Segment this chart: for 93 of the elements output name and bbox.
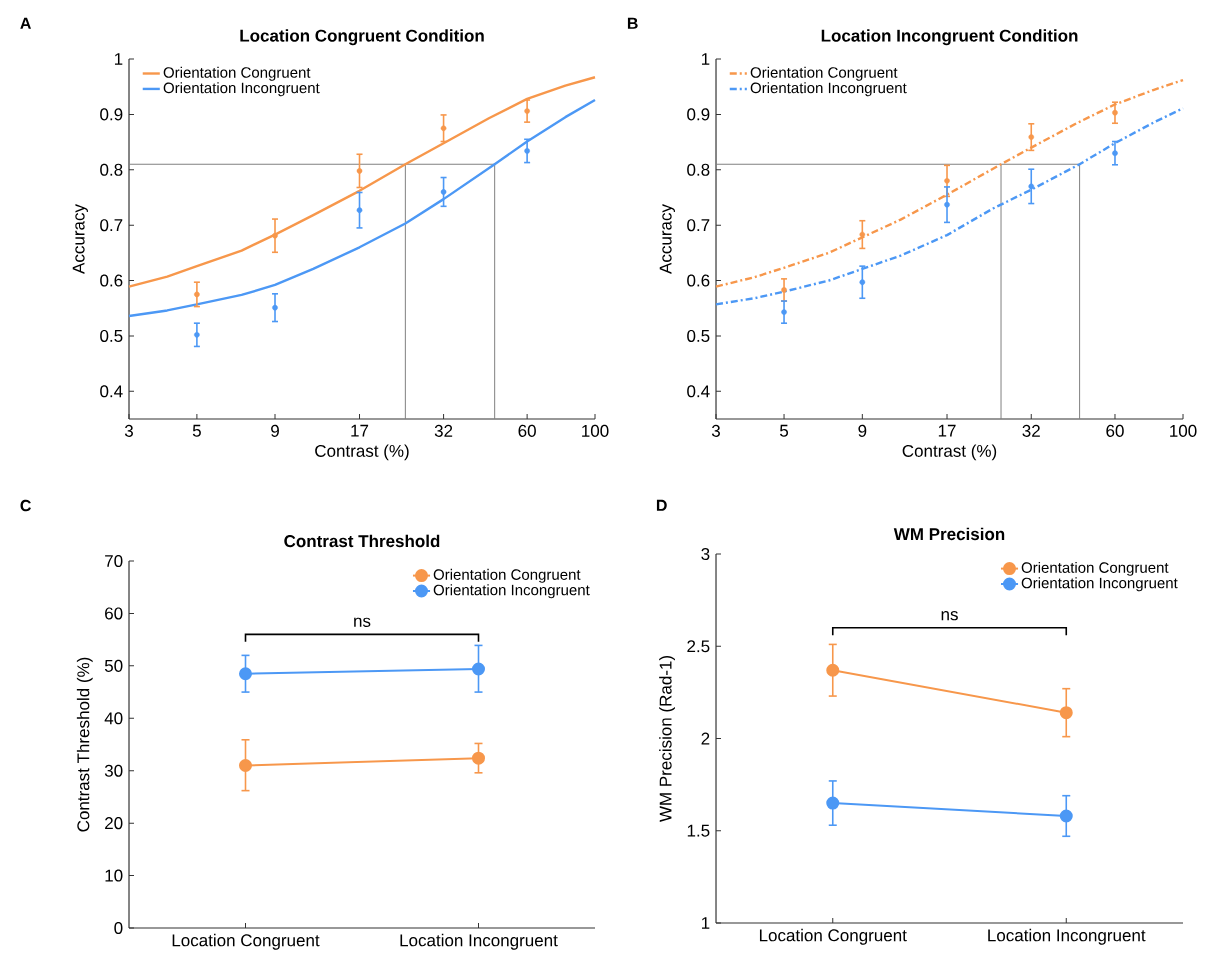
x-tick-label: 3 [711, 424, 720, 437]
point [440, 125, 447, 132]
legend-label: Orientation Incongruent [433, 584, 590, 599]
y-tick-label: 70 [105, 554, 123, 568]
y-tick-label: 0.7 [100, 219, 123, 232]
y-tick-label: 30 [104, 764, 123, 777]
point [356, 168, 363, 174]
point [944, 178, 950, 184]
y-tick-label: 1 [114, 53, 123, 65]
y-tick-label: 2 [701, 732, 710, 745]
point [1059, 809, 1073, 823]
x-tick-label: Location Incongruent [988, 928, 1146, 945]
x-tick-label: 32 [1022, 424, 1040, 437]
y-tick-label: 50 [104, 659, 123, 672]
text: A [20, 17, 31, 29]
legend-label: Orientation Congruent [1021, 561, 1169, 576]
point [1028, 183, 1035, 190]
x-tick-label: Location Congruent [759, 928, 907, 945]
x-tick-label: Location Incongruent [400, 933, 558, 950]
y-tick-label: 1 [701, 53, 710, 65]
point [1112, 150, 1118, 156]
point [524, 108, 530, 114]
point [239, 667, 252, 681]
chart-title: WM Precision [893, 527, 1005, 541]
y-tick-label: 0.5 [100, 329, 123, 342]
chart-title: Location Congruent Condition [240, 29, 484, 46]
y-axis-title: Accuracy [72, 204, 88, 274]
text: C [20, 499, 31, 512]
y-tick-label: 0.5 [687, 329, 710, 342]
y-tick-label: 0.6 [100, 274, 123, 287]
point [826, 663, 840, 677]
point [1059, 706, 1073, 720]
y-tick-label: 0.7 [687, 219, 710, 232]
y-tick-label: 60 [105, 607, 123, 620]
y-tick-label: 0.9 [100, 108, 123, 121]
legend-label: Orientation Congruent [750, 66, 898, 81]
x-tick-label: 32 [434, 424, 453, 437]
x-tick-label: 5 [192, 424, 201, 437]
y-tick-label: 0.4 [100, 385, 123, 398]
point [472, 751, 485, 765]
point [272, 232, 278, 239]
y-axis-title: WM Precision (Rad-1) [659, 655, 675, 823]
legend-label: Orientation Incongruent [750, 82, 907, 97]
legend-label: Orientation Congruent [163, 66, 311, 81]
y-tick-label: 3 [701, 547, 710, 561]
y-tick-label: 2.5 [687, 640, 710, 653]
x-tick-label: 17 [351, 424, 369, 437]
x-tick-label: 9 [271, 424, 279, 437]
y-tick-label: 1.5 [687, 824, 710, 837]
y-tick-label: 1 [701, 917, 710, 929]
point [859, 279, 866, 285]
point [440, 189, 447, 195]
text: B [627, 17, 638, 29]
annotation: ns [941, 611, 958, 621]
point [944, 201, 950, 208]
x-tick-label: 60 [518, 424, 536, 437]
text: D [656, 499, 667, 511]
legend-label: Orientation Incongruent [1021, 577, 1178, 592]
point [1028, 134, 1035, 140]
legend-label: Orientation Incongruent [163, 82, 320, 97]
y-tick-label: 0.9 [687, 108, 710, 121]
y-axis-title: Accuracy [659, 204, 675, 274]
x-tick-label: Location Congruent [172, 933, 320, 950]
legend-label: Orientation Congruent [433, 568, 581, 583]
chart-title: Location Incongruent Condition [821, 29, 1078, 46]
point [859, 231, 866, 238]
y-tick-label: 0 [114, 921, 123, 935]
y-axis-title: Contrast Threshold (%) [76, 657, 93, 832]
y-tick-label: 0.8 [687, 163, 710, 176]
point [472, 662, 485, 676]
point [524, 148, 530, 154]
x-tick-label: 60 [1106, 424, 1124, 437]
chart-title: Contrast Threshold [284, 534, 440, 548]
point [826, 796, 840, 810]
point [272, 304, 278, 311]
annotation: ns [354, 617, 371, 627]
x-axis-title: Contrast (%) [902, 444, 997, 461]
x-tick-label: 5 [779, 424, 789, 437]
x-tick-label: 100 [582, 424, 609, 437]
y-tick-label: 10 [105, 869, 123, 882]
x-tick-label: 3 [124, 424, 133, 437]
x-tick-label: 17 [938, 424, 956, 437]
y-tick-label: 0.6 [687, 274, 710, 287]
point [356, 207, 363, 213]
point [239, 758, 252, 772]
y-tick-label: 20 [105, 817, 123, 830]
y-tick-label: 40 [104, 712, 123, 725]
x-axis-title: Contrast (%) [315, 444, 409, 461]
x-tick-label: 9 [858, 424, 867, 437]
y-tick-label: 0.8 [100, 163, 123, 176]
y-tick-label: 0.4 [687, 385, 710, 398]
x-tick-label: 100 [1170, 424, 1197, 437]
point [1112, 109, 1118, 116]
